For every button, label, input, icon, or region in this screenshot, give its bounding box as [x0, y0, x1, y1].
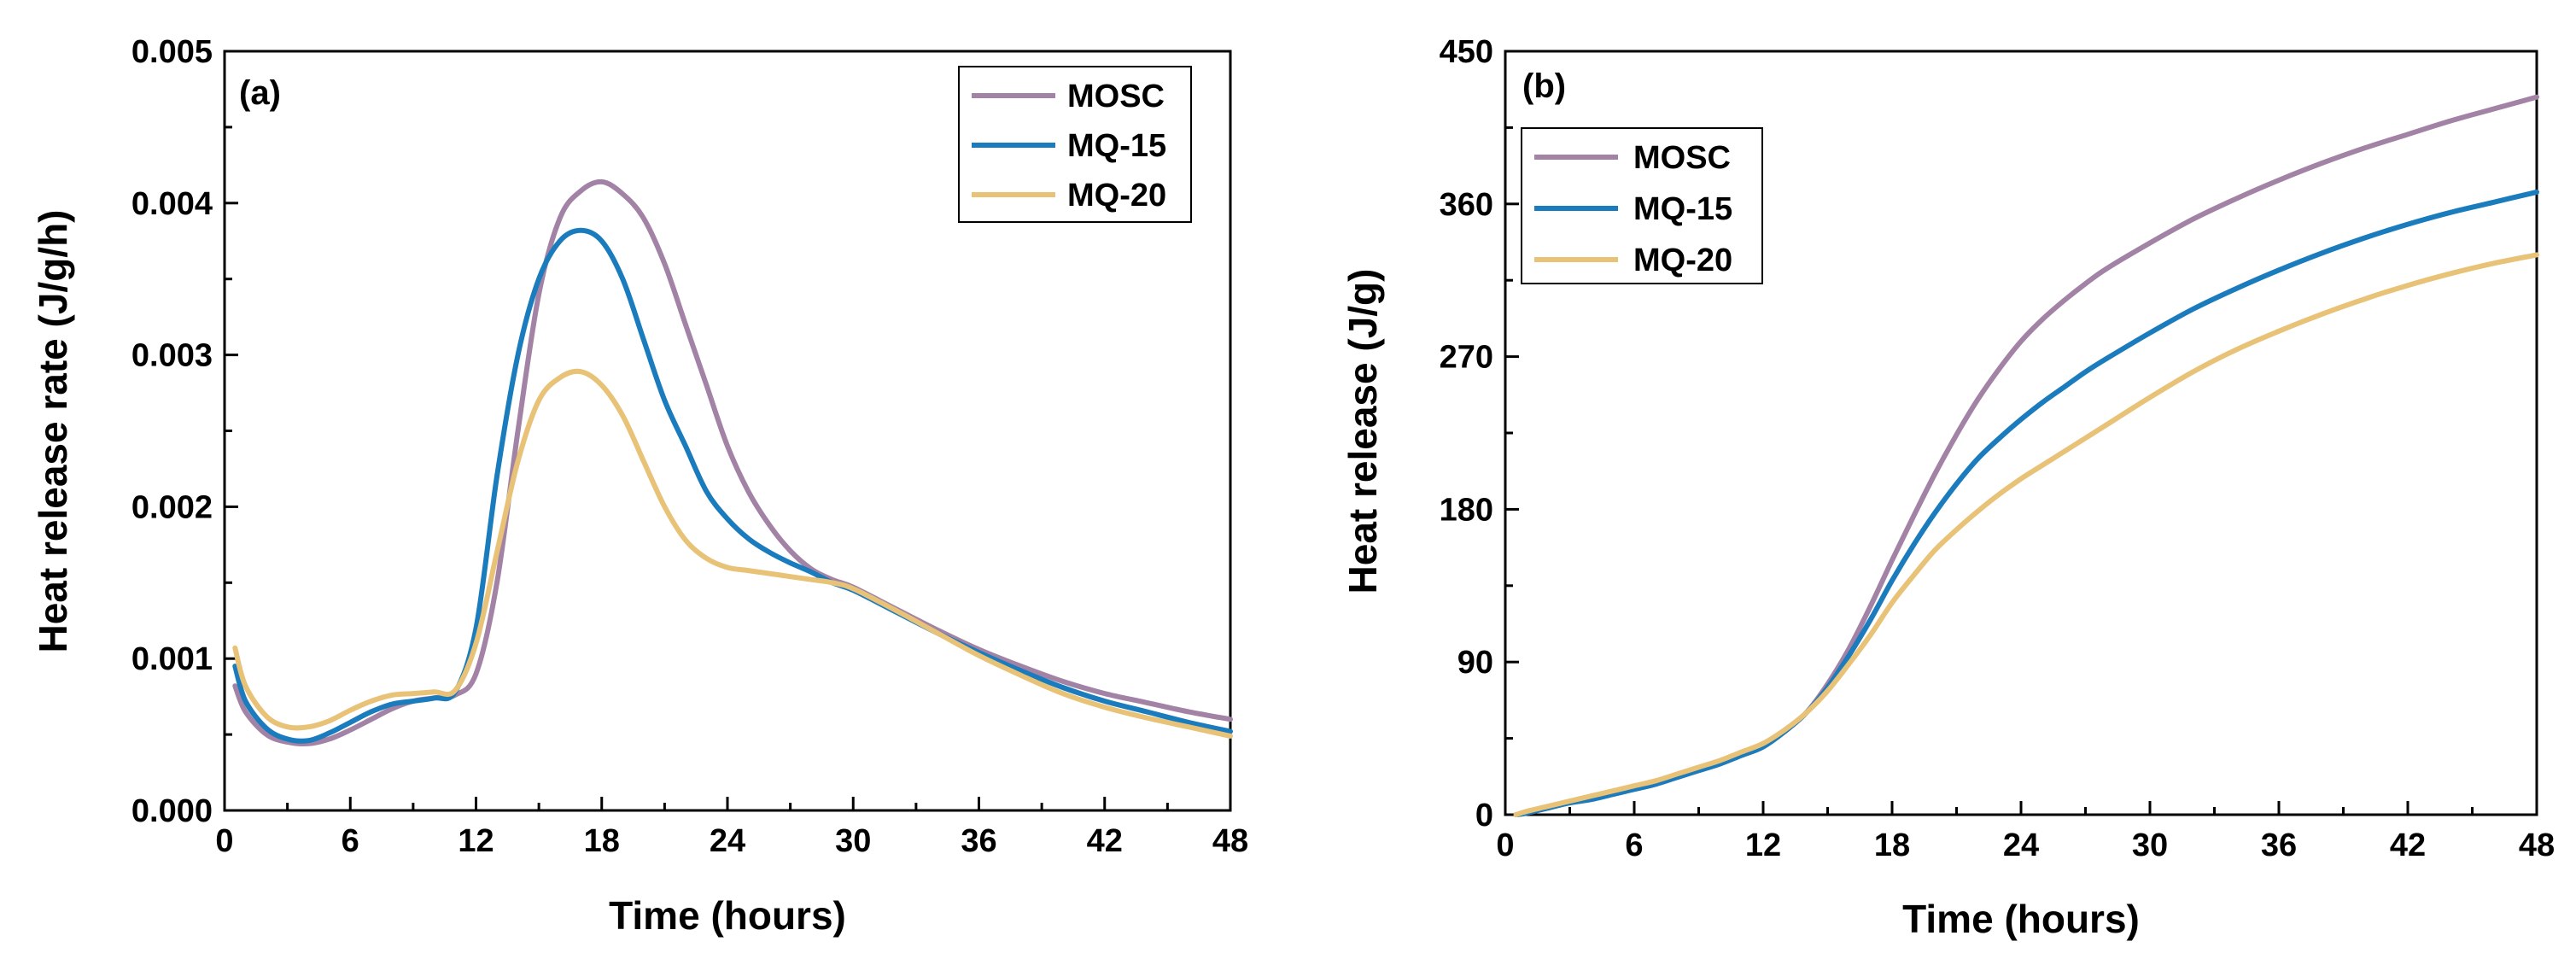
series-line-mq-15-a — [232, 227, 1233, 744]
legend-label-mq-20-b: MQ-20 — [1633, 243, 1732, 278]
x-tick-label: 30 — [2132, 828, 2168, 863]
panel-label-a: (a) — [239, 74, 281, 112]
x-tick-label: 12 — [1745, 828, 1781, 863]
x-tick-label: 30 — [835, 823, 871, 859]
x-tick-label: 6 — [1625, 828, 1643, 863]
y-tick-label: 0.000 — [131, 793, 213, 829]
series-line-mosc-a — [232, 178, 1233, 747]
y-axis-title-a: Heat release rate (J/g/h) — [31, 209, 75, 652]
x-tick-label: 0 — [1496, 828, 1514, 863]
x-axis-title-a: Time (hours) — [609, 893, 846, 938]
x-tick-label: 24 — [2003, 828, 2039, 863]
series-line-mq-20-b — [1513, 252, 2539, 817]
y-tick-label: 270 — [1440, 340, 1493, 376]
series-line-mq-15-b — [1513, 189, 2539, 817]
ticks-b: 0 6 12 18 24 30 36 42 48 0 90 180 270 360 450 — [1440, 34, 2556, 863]
x-tick-label: 36 — [2261, 828, 2297, 863]
panel-b-heat-release: 0 6 12 18 24 30 36 42 48 0 90 180 270 360 450 (b) MOSC… — [1341, 34, 2555, 941]
x-tick-label: 24 — [710, 823, 745, 859]
panel-label-b: (b) — [1522, 67, 1566, 105]
legend-entries-b: MOSC MQ-15 MQ-20 — [1534, 140, 1732, 278]
legend-label-mq-15-b: MQ-15 — [1633, 191, 1732, 227]
series-lines-a — [232, 178, 1233, 747]
series-lines-b — [1513, 94, 2539, 817]
y-tick-label: 360 — [1440, 187, 1493, 223]
legend-label-mosc-b: MOSC — [1633, 140, 1731, 176]
x-tick-label: 42 — [1087, 823, 1123, 859]
y-tick-label: 0.005 — [131, 34, 213, 70]
x-tick-label: 18 — [1874, 828, 1910, 863]
x-tick-label: 18 — [584, 823, 620, 859]
x-tick-label: 0 — [215, 823, 233, 859]
y-tick-label: 0.004 — [131, 186, 213, 222]
x-tick-label: 42 — [2390, 828, 2426, 863]
y-tick-label: 450 — [1440, 34, 1493, 70]
y-tick-label: 0 — [1475, 798, 1493, 833]
legend-label-mosc-a: MOSC — [1067, 79, 1165, 114]
y-tick-label: 0.001 — [131, 641, 213, 677]
y-tick-label: 0.003 — [131, 338, 213, 374]
legend-label-mq-15-a: MQ-15 — [1067, 128, 1166, 164]
x-tick-label: 6 — [342, 823, 359, 859]
x-tick-label: 48 — [1212, 823, 1248, 859]
x-axis-title-b: Time (hours) — [1902, 897, 2140, 941]
y-tick-label: 0.002 — [131, 489, 213, 525]
panel-a-heat-release-rate: 0 6 12 18 24 30 36 42 48 0.000 0.001 0.002 0.003 0.00… — [31, 34, 1248, 938]
legend-label-mq-20-a: MQ-20 — [1067, 178, 1166, 213]
x-tick-label: 48 — [2519, 828, 2555, 863]
legend-entries-a: MOSC MQ-15 MQ-20 — [972, 79, 1166, 213]
series-line-mq-20-a — [232, 368, 1233, 739]
x-tick-label: 36 — [961, 823, 996, 859]
ticks-a: 0 6 12 18 24 30 36 42 48 0.000 0.001 0.002 0.003 0.00… — [131, 34, 1248, 859]
x-tick-label: 12 — [458, 823, 494, 859]
y-tick-label: 180 — [1440, 492, 1493, 528]
y-tick-label: 90 — [1457, 645, 1493, 681]
y-axis-title-b: Heat release (J/g) — [1341, 269, 1385, 594]
